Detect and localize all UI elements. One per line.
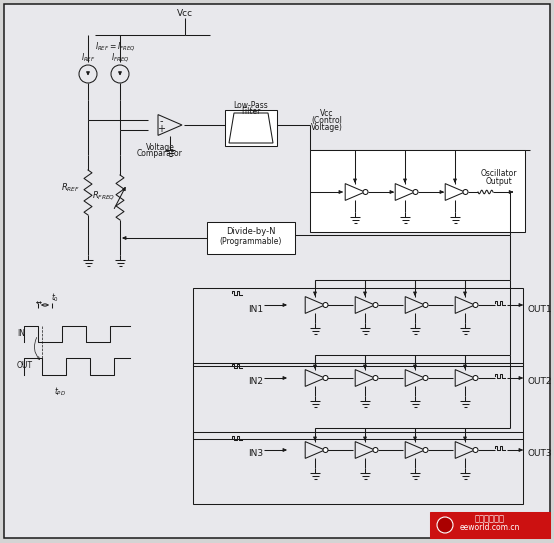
Text: $I_{REF}$: $I_{REF}$ — [81, 52, 95, 64]
Text: eeworld.com.cn: eeworld.com.cn — [460, 523, 520, 533]
Bar — [193, 363, 523, 439]
Circle shape — [373, 447, 378, 452]
Bar — [207, 222, 295, 254]
Text: $I_{FREQ}$: $I_{FREQ}$ — [111, 52, 129, 65]
Circle shape — [463, 190, 468, 194]
Text: IN2: IN2 — [249, 377, 264, 387]
Text: OUT1: OUT1 — [528, 305, 553, 313]
Text: (Programmable): (Programmable) — [220, 237, 282, 245]
Circle shape — [423, 302, 428, 307]
Text: OUT3: OUT3 — [528, 450, 553, 458]
Text: C: C — [439, 521, 445, 529]
Text: Output: Output — [486, 176, 512, 186]
Text: $t_0$: $t_0$ — [51, 292, 59, 304]
Text: Oscillator: Oscillator — [481, 169, 517, 179]
Text: Voltage: Voltage — [146, 142, 175, 151]
Circle shape — [323, 302, 328, 307]
Bar — [193, 432, 523, 504]
Text: (Control: (Control — [311, 117, 342, 125]
Bar — [310, 150, 525, 232]
Text: $t_{PD}$: $t_{PD}$ — [54, 386, 66, 398]
Circle shape — [323, 376, 328, 381]
Circle shape — [423, 376, 428, 381]
Circle shape — [473, 447, 478, 452]
Circle shape — [323, 447, 328, 452]
Text: 电子工程世界: 电子工程世界 — [475, 515, 505, 523]
Bar — [430, 512, 550, 538]
Text: $R_{FREQ}$: $R_{FREQ}$ — [93, 190, 116, 203]
Text: $I_{REF} = I_{FREQ}$: $I_{REF} = I_{FREQ}$ — [95, 41, 135, 53]
Text: Low-Pass: Low-Pass — [234, 100, 268, 110]
Text: Vcc: Vcc — [177, 9, 193, 17]
Circle shape — [473, 376, 478, 381]
Circle shape — [423, 447, 428, 452]
Text: Voltage): Voltage) — [311, 123, 343, 132]
Circle shape — [373, 302, 378, 307]
Circle shape — [437, 517, 453, 533]
Text: OUT: OUT — [17, 361, 33, 369]
Text: -: - — [160, 117, 163, 127]
Bar — [225, 110, 277, 146]
Text: Vcc: Vcc — [320, 110, 334, 118]
Bar — [193, 288, 523, 366]
Text: IN1: IN1 — [248, 305, 264, 313]
Text: IN3: IN3 — [248, 450, 264, 458]
Circle shape — [413, 190, 418, 194]
Text: $R_{REF}$: $R_{REF}$ — [61, 182, 80, 194]
Text: Comparator: Comparator — [137, 149, 183, 159]
Circle shape — [473, 302, 478, 307]
Text: OUT2: OUT2 — [528, 377, 552, 387]
Text: Divide-by-N: Divide-by-N — [226, 226, 276, 236]
Text: IN: IN — [17, 329, 25, 338]
Text: +: + — [157, 123, 165, 134]
Circle shape — [373, 376, 378, 381]
Text: $\rightarrow$: $\rightarrow$ — [34, 300, 43, 306]
Text: $\leftarrow$: $\leftarrow$ — [34, 300, 43, 306]
Circle shape — [363, 190, 368, 194]
Text: Filter: Filter — [242, 108, 261, 117]
